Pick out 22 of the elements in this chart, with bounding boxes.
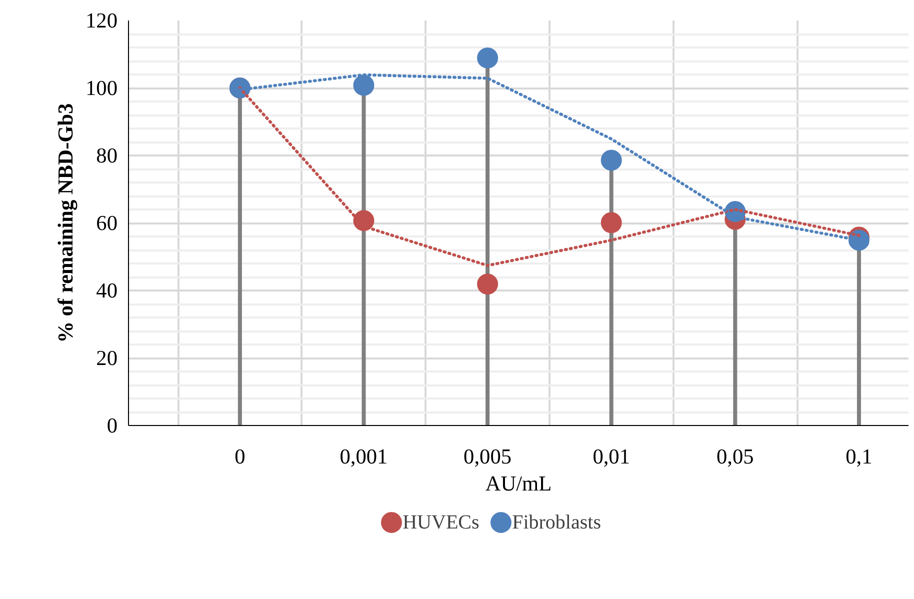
legend-label: Fibroblasts (512, 512, 602, 534)
point (600, 212, 622, 234)
y-tick-label: 100 (86, 76, 118, 100)
point (600, 150, 622, 171)
x-tick-label: 0 (234, 444, 246, 468)
x-tick-label: 0,005 (464, 444, 512, 468)
y-tick-label: 80 (96, 144, 118, 168)
y-axis-title: % of remaining NBD-Gb3 (54, 103, 78, 343)
y-tick-label: 40 (96, 278, 118, 302)
point (477, 274, 498, 295)
y-tick-label: 20 (96, 346, 118, 370)
point (353, 74, 374, 96)
y-tick-label: 0 (106, 414, 118, 438)
x-tick-label: 0,05 (716, 444, 754, 468)
point (477, 47, 498, 68)
x-tick-label: 0,01 (592, 444, 630, 468)
x-tick-label: 0,001 (340, 444, 388, 468)
legend-label: HUVECs (402, 512, 480, 534)
y-tick-label: 120 (86, 8, 118, 32)
x-tick-label: 0,1 (846, 444, 872, 468)
y-tick-label: 60 (96, 211, 118, 235)
x-axis-title: AU/mL (485, 472, 552, 496)
